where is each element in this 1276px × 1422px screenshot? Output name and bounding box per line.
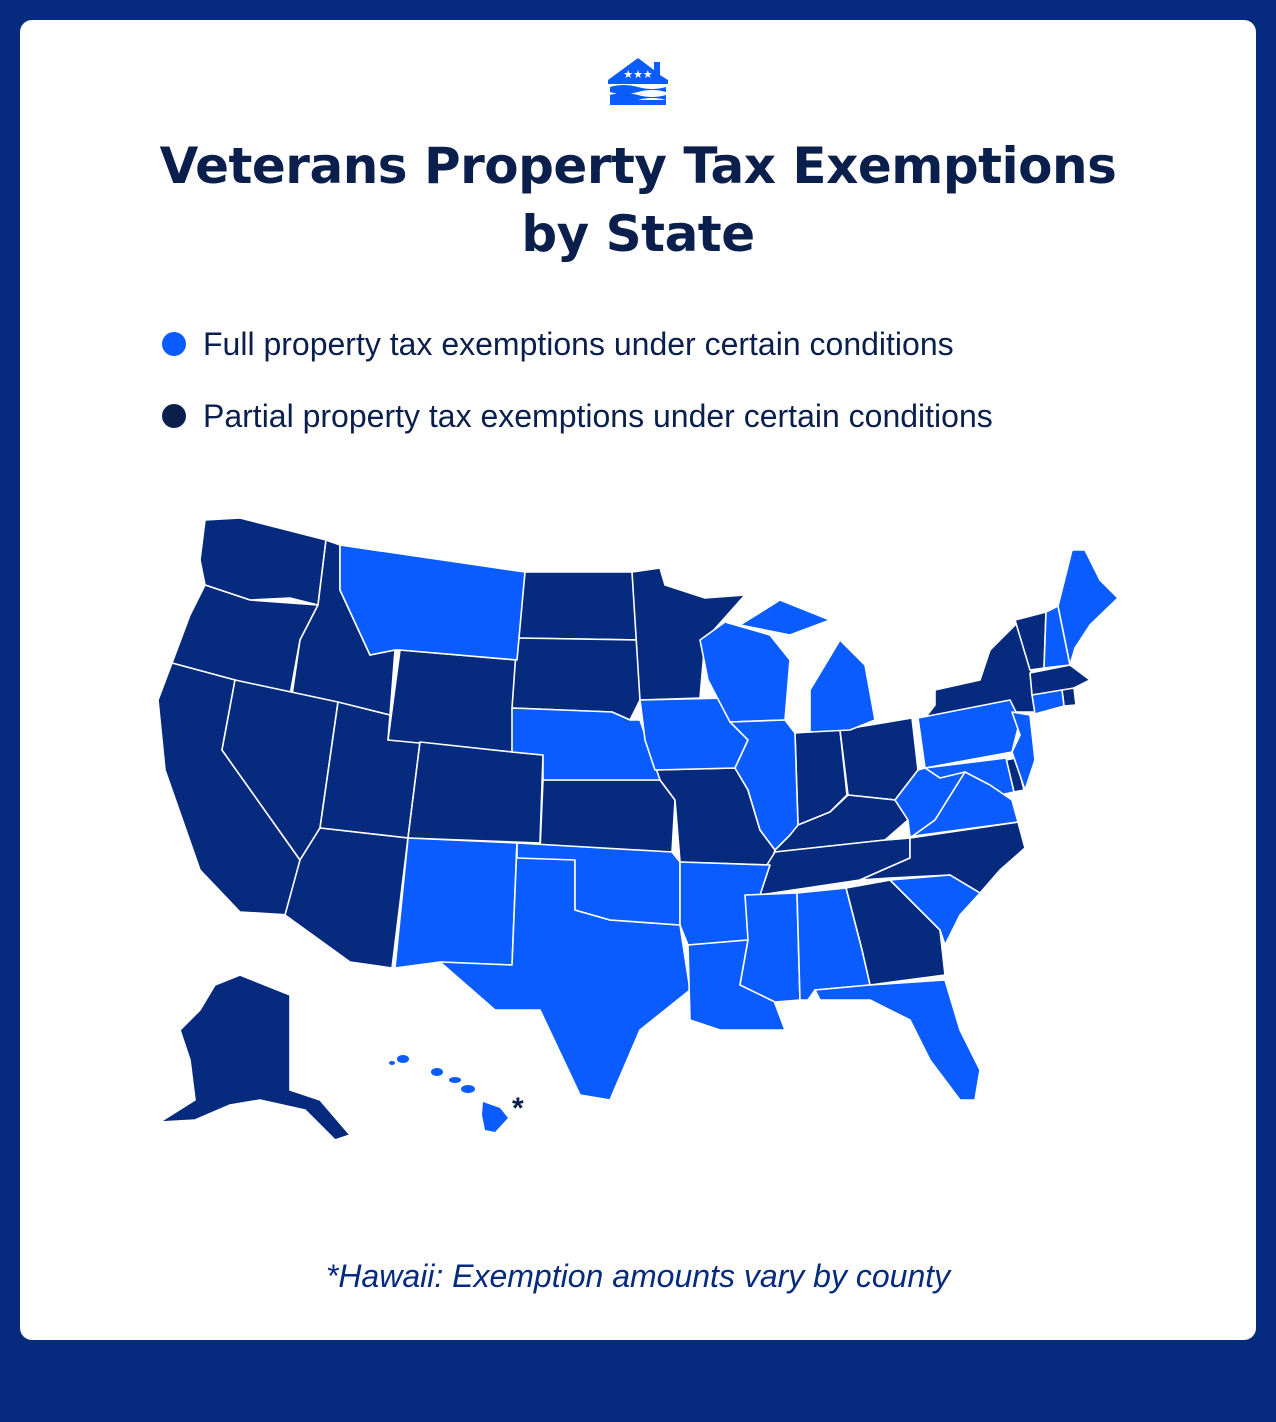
legend-dot-full-icon xyxy=(162,332,186,356)
state-HI xyxy=(389,1055,508,1132)
partial-states xyxy=(157,517,1091,1141)
state-WY xyxy=(387,649,518,753)
legend-item-full: Full property tax exemptions under certa… xyxy=(162,326,993,362)
state-FL xyxy=(814,979,981,1101)
title-line-2: by State xyxy=(521,205,755,263)
state-IL xyxy=(729,719,799,851)
legend-item-partial: Partial property tax exemptions under ce… xyxy=(162,398,993,434)
state-PA xyxy=(917,699,1021,769)
state-NM xyxy=(394,837,518,969)
state-SD xyxy=(511,637,641,721)
state-WI xyxy=(699,621,791,723)
state-AK xyxy=(159,974,351,1141)
full-states xyxy=(339,544,1119,1132)
us-states-map xyxy=(157,517,1119,1141)
state-MS xyxy=(739,892,801,1003)
state-WA xyxy=(199,517,327,606)
legend-dot-partial-icon xyxy=(162,404,186,428)
state-NE xyxy=(511,707,661,781)
footnote: *Hawaii: Exemption amounts vary by count… xyxy=(325,1258,951,1294)
state-KS xyxy=(539,779,676,853)
state-SC xyxy=(889,874,981,946)
state-CO xyxy=(407,741,544,844)
title-line-1: Veterans Property Tax Exemptions xyxy=(159,137,1117,195)
state-MI xyxy=(739,599,876,733)
state-OK xyxy=(516,842,681,926)
state-ND xyxy=(516,571,641,641)
state-VA xyxy=(884,771,1019,841)
state-NJ xyxy=(1011,711,1036,791)
legend-label: Full property tax exemptions under certa… xyxy=(203,325,954,362)
legend-label: Partial property tax exemptions under ce… xyxy=(203,397,993,434)
legend: Full property tax exemptions under certa… xyxy=(162,326,993,470)
state-ME xyxy=(1057,549,1119,666)
state-CT xyxy=(1031,689,1065,715)
page-title: Veterans Property Tax Exemptions by Stat… xyxy=(0,132,1276,268)
svg-text:★★★: ★★★ xyxy=(623,68,653,81)
state-MT xyxy=(339,544,526,661)
house-logo-icon: ★★★ xyxy=(608,58,668,105)
hawaii-asterisk: * xyxy=(512,1092,524,1125)
state-OR xyxy=(171,584,319,696)
